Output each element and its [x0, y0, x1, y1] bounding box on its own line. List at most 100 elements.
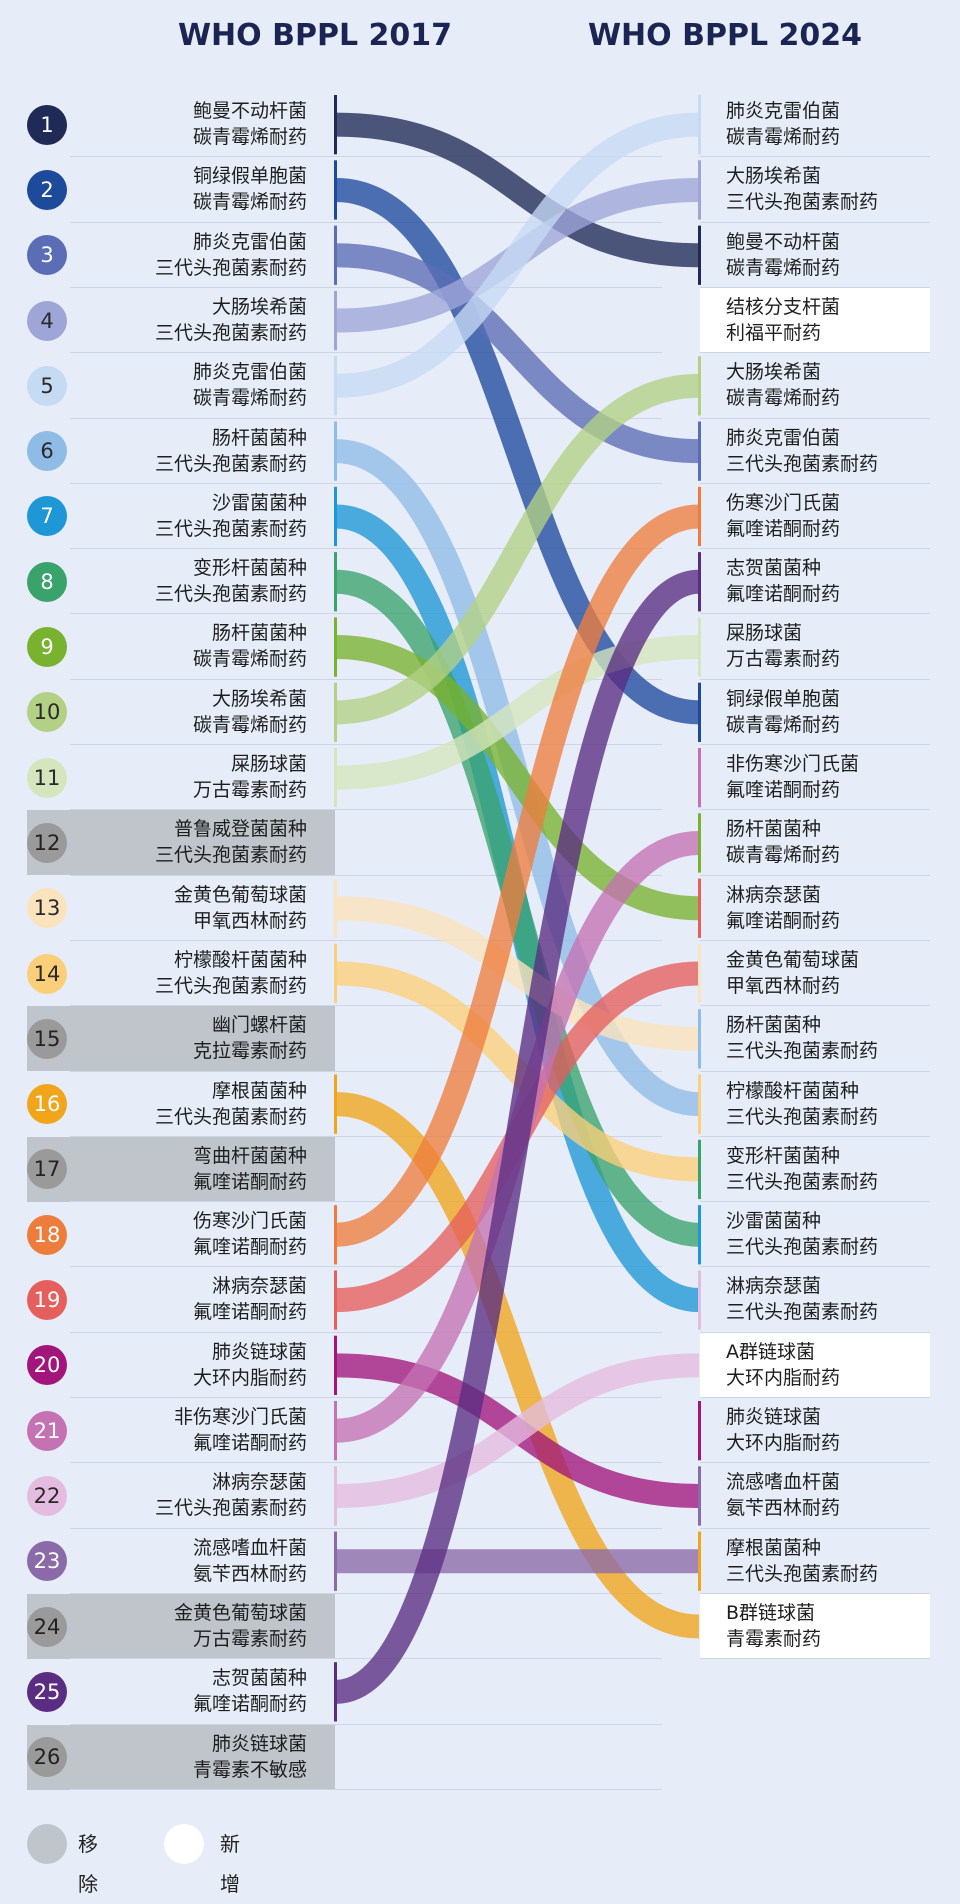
flow-ribbon-10: [335, 373, 700, 725]
pathogen-name: 大肠埃希菌: [726, 361, 822, 384]
resistance-type: 青霉素耐药: [726, 1627, 822, 1650]
flow-ribbon-9: [335, 635, 700, 921]
pathogen-label: 非伤寒沙门氏菌 氟喹诺酮耐药: [726, 751, 859, 803]
pathogen-name: B群链球菌: [726, 1601, 816, 1624]
pathogen-label: 伤寒沙门氏菌 氟喹诺酮耐药: [726, 490, 840, 542]
left-marker-bar: [334, 878, 337, 938]
pathogen-name: A群链球菌: [726, 1340, 815, 1363]
right-marker-bar: [698, 813, 701, 873]
row-divider: [70, 678, 662, 680]
pathogen-label: 铜绿假单胞菌 碳青霉烯耐药: [726, 686, 840, 738]
resistance-type: 碳青霉烯耐药: [192, 387, 307, 410]
resistance-type: 三代头孢菌素耐药: [726, 1301, 879, 1324]
resistance-type: 万古霉素耐药: [726, 648, 841, 671]
resistance-type: 利福平耐药: [726, 321, 822, 344]
row-divider: [700, 286, 930, 288]
resistance-type: 克拉霉素耐药: [192, 1040, 307, 1063]
pathogen-name: 肺炎链球菌: [211, 1340, 307, 1363]
pathogen-label: 普鲁威登菌菌种 三代头孢菌素耐药: [155, 816, 307, 868]
right-marker-bar: [698, 1401, 701, 1461]
pathogen-name: 非伤寒沙门氏菌: [726, 753, 860, 775]
rank-badge: 4: [27, 300, 67, 341]
right-marker-bar: [698, 682, 701, 742]
row-divider: [70, 1723, 662, 1725]
list-item-2017: 1 鲍曼不动杆菌 碳青霉烯耐药: [27, 92, 335, 157]
resistance-type: 氟喹诺酮耐药: [192, 1693, 307, 1716]
header-2017: WHO BPPL 2017: [177, 18, 453, 53]
row-divider: [70, 352, 662, 354]
pathogen-label: 志贺菌菌种 氟喹诺酮耐药: [726, 555, 840, 607]
legend-removed-swatch: [27, 1824, 67, 1864]
row-divider: [700, 1592, 930, 1594]
left-marker-bar: [334, 1466, 337, 1526]
resistance-type: 三代头孢菌素耐药: [726, 1236, 879, 1259]
row-divider: [70, 1135, 662, 1137]
pathogen-label: 大肠埃希菌 三代头孢菌素耐药: [726, 163, 878, 215]
pathogen-name: 肠杆菌菌种: [726, 1014, 822, 1037]
rank-badge: 10: [27, 692, 67, 733]
left-marker-bar: [334, 1662, 337, 1722]
pathogen-name: 淋病奈瑟菌: [211, 1275, 307, 1298]
pathogen-label: 肺炎克雷伯菌 碳青霉烯耐药: [193, 359, 307, 411]
left-marker-bar: [334, 486, 337, 547]
pathogen-name: 大肠埃希菌: [211, 687, 307, 710]
rank-badge: 12: [27, 822, 67, 863]
list-item-2024: 柠檬酸杆菌菌种 三代头孢菌素耐药: [700, 1072, 930, 1137]
resistance-type: 三代头孢菌素耐药: [726, 191, 879, 214]
pathogen-label: 流感嗜血杆菌 氨苄西林耐药: [193, 1535, 307, 1587]
row-divider: [700, 1527, 930, 1529]
pathogen-label: 屎肠球菌 万古霉素耐药: [193, 751, 307, 803]
pathogen-name: 鲍曼不动杆菌: [192, 100, 307, 122]
list-item-2024: 结核分支杆菌 利福平耐药: [700, 287, 930, 353]
pathogen-name: 大肠埃希菌: [211, 295, 307, 318]
pathogen-label: 铜绿假单胞菌 碳青霉烯耐药: [193, 163, 307, 215]
pathogen-label: 鲍曼不动杆菌 碳青霉烯耐药: [193, 98, 307, 150]
pathogen-label: 淋病奈瑟菌 氟喹诺酮耐药: [726, 882, 840, 934]
pathogen-label: 肺炎克雷伯菌 三代头孢菌素耐药: [155, 229, 307, 281]
pathogen-name: 摩根菌菌种: [726, 1536, 822, 1559]
pathogen-name: 流感嗜血杆菌: [192, 1536, 307, 1559]
row-divider: [70, 1592, 662, 1594]
row-divider: [70, 874, 662, 876]
rank-badge: 16: [27, 1084, 67, 1125]
pathogen-name: 流感嗜血杆菌: [726, 1471, 841, 1494]
list-item-2024: 铜绿假单胞菌 碳青霉烯耐药: [700, 680, 930, 745]
resistance-type: 氟喹诺酮耐药: [192, 1432, 307, 1454]
right-marker-bar: [698, 95, 701, 155]
list-item-2024: 沙雷菌菌种 三代头孢菌素耐药: [700, 1202, 930, 1267]
flow-ribbon-25: [334, 569, 701, 1704]
flow-ribbon-18: [335, 504, 700, 1247]
pathogen-name: 铜绿假单胞菌: [726, 687, 841, 710]
row-divider: [70, 417, 662, 419]
row-divider: [700, 156, 930, 158]
row-divider: [700, 1201, 930, 1203]
pathogen-label: 摩根菌菌种 三代头孢菌素耐药: [155, 1078, 307, 1130]
right-marker-bar: [698, 552, 701, 612]
rank-badge: 3: [27, 235, 67, 276]
list-item-2017: 18 伤寒沙门氏菌 氟喹诺酮耐药: [27, 1202, 335, 1267]
list-item-2024: 大肠埃希菌 碳青霉烯耐药: [700, 353, 930, 418]
row-divider: [70, 1462, 662, 1464]
row-divider: [700, 1266, 930, 1268]
pathogen-label: B群链球菌青霉素耐药: [726, 1600, 821, 1652]
resistance-type: 甲氧西林耐药: [192, 909, 307, 932]
pathogen-name: 金黄色葡萄球菌: [173, 883, 307, 906]
resistance-type: 大环内脂耐药: [726, 1366, 841, 1389]
pathogen-label: 淋病奈瑟菌 三代头孢菌素耐药: [155, 1469, 307, 1521]
pathogen-name: 肺炎克雷伯菌: [192, 361, 307, 384]
pathogen-label: 肺炎链球菌 大环内脂耐药: [726, 1404, 840, 1456]
list-item-2017: 16 摩根菌菌种 三代头孢菌素耐药: [27, 1072, 335, 1137]
pathogen-label: 流感嗜血杆菌 氨苄西林耐药: [726, 1469, 840, 1521]
list-item-2024: A群链球菌大环内脂耐药: [700, 1332, 930, 1398]
row-divider: [70, 221, 662, 223]
rank-badge: 22: [27, 1475, 67, 1516]
resistance-type: 三代头孢菌素耐药: [154, 844, 307, 867]
right-marker-bar: [698, 617, 701, 677]
list-item-2017: 24 金黄色葡萄球菌 万古霉素耐药: [27, 1593, 335, 1659]
pathogen-name: 肺炎克雷伯菌: [726, 100, 841, 122]
list-item-2024: 淋病奈瑟菌 氟喹诺酮耐药: [700, 876, 930, 941]
resistance-type: 三代头孢菌素耐药: [154, 583, 307, 606]
flow-ribbon-2: [335, 177, 700, 725]
left-marker-bar: [334, 1401, 337, 1461]
rank-badge: 11: [27, 757, 67, 798]
